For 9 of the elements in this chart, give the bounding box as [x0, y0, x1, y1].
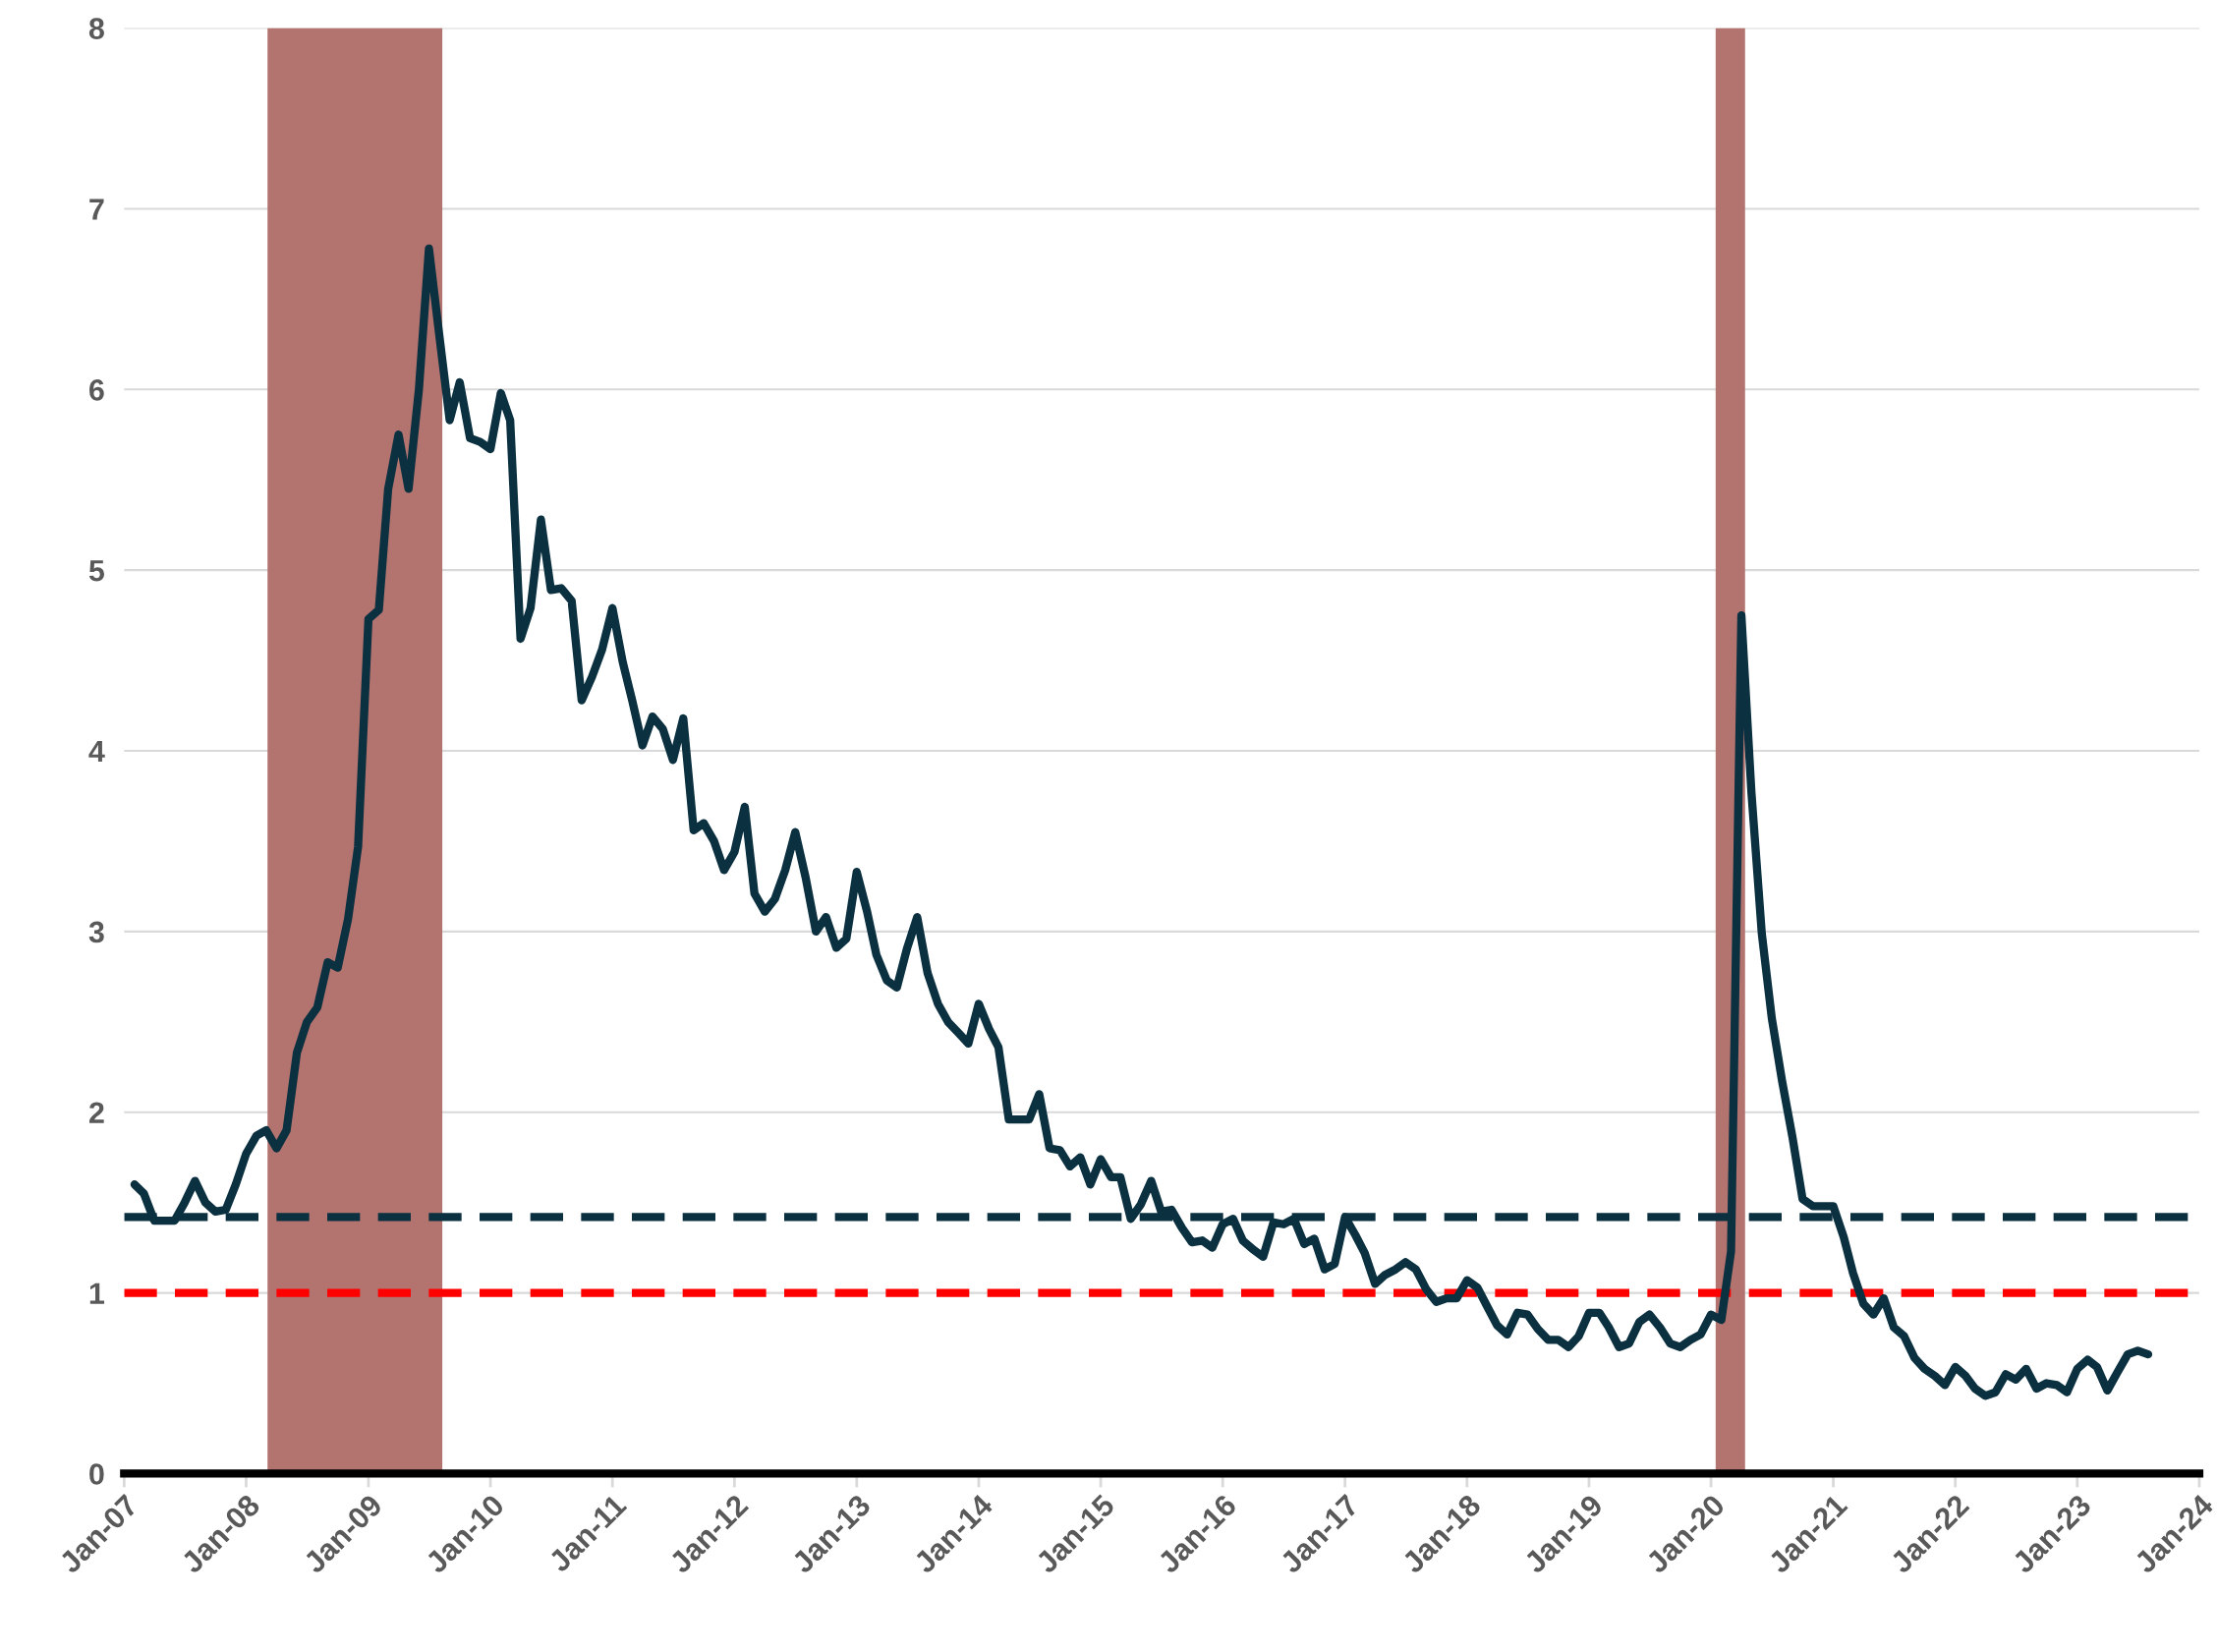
y-tick-label: 1	[89, 1282, 105, 1304]
y-tick-label: 6	[89, 379, 104, 401]
y-tick-label: 5	[88, 560, 105, 582]
y-tick-label: 8	[88, 18, 104, 39]
y-tick-label: 4	[88, 741, 105, 763]
y-tick-label: 0	[89, 1463, 104, 1485]
y-tick-label: 7	[89, 199, 104, 220]
y-tick-label: 2	[88, 1102, 104, 1123]
y-tick-label: 3	[88, 921, 104, 943]
